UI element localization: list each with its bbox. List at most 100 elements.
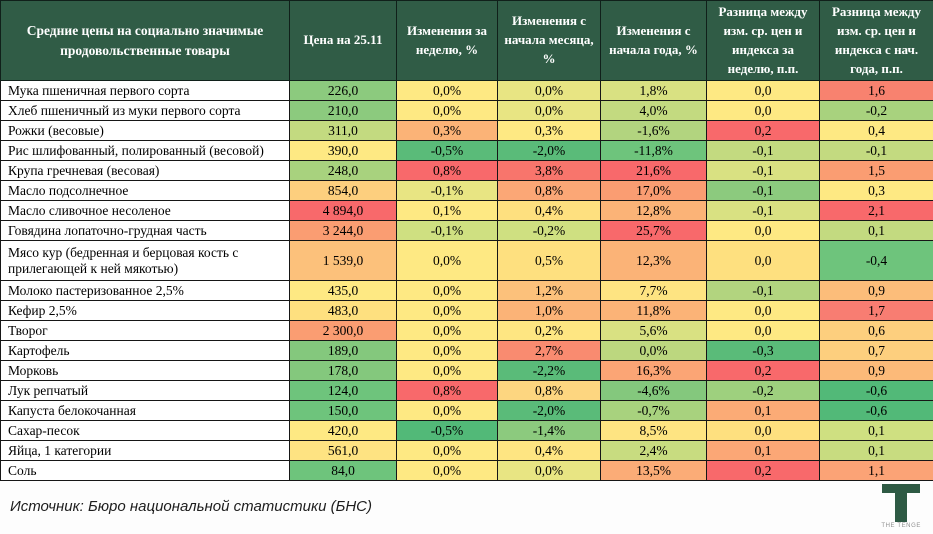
col-header-price: Цена на 25.11 [290,1,397,81]
table-header: Средние цены на социально значимые продо… [1,1,933,81]
value-cell-month-change: 0,2% [498,321,601,341]
value-cell-year-change: 2,4% [601,441,707,461]
value-cell-month-change: 0,0% [498,461,601,481]
value-cell-month-change: 3,8% [498,161,601,181]
product-name: Лук репчатый [1,381,290,401]
value-cell-diff-week: 0,1 [707,441,820,461]
value-cell-diff-year: 2,1 [820,201,933,221]
value-cell-month-change: 0,8% [498,381,601,401]
value-cell-price: 248,0 [290,161,397,181]
value-cell-month-change: 0,3% [498,121,601,141]
value-cell-month-change: 0,5% [498,241,601,281]
value-cell-week-change: 0,0% [397,361,498,381]
value-cell-year-change: 0,0% [601,341,707,361]
the-tenge-logo: THE TENGE [881,484,921,529]
value-cell-week-change: -0,1% [397,181,498,201]
product-name: Капуста белокочанная [1,401,290,421]
value-cell-week-change: 0,0% [397,81,498,101]
header-row: Средние цены на социально значимые продо… [1,1,933,81]
product-name: Творог [1,321,290,341]
value-cell-month-change: 0,4% [498,201,601,221]
value-cell-year-change: 5,6% [601,321,707,341]
product-name: Сахар-песок [1,421,290,441]
product-name: Масло сливочное несоленое [1,201,290,221]
value-cell-diff-week: 0,2 [707,461,820,481]
value-cell-year-change: 16,3% [601,361,707,381]
value-cell-price: 420,0 [290,421,397,441]
value-cell-year-change: -11,8% [601,141,707,161]
table-row: Мясо кур (бедренная и берцовая кость с п… [1,241,933,281]
value-cell-week-change: 0,1% [397,201,498,221]
value-cell-price: 1 539,0 [290,241,397,281]
value-cell-diff-year: 1,5 [820,161,933,181]
value-cell-week-change: 0,0% [397,301,498,321]
product-name: Соль [1,461,290,481]
value-cell-year-change: 7,7% [601,281,707,301]
value-cell-week-change: -0,5% [397,421,498,441]
col-header-diff-week: Разница между изм. ср. цен и индекса за … [707,1,820,81]
product-name: Крупа гречневая (весовая) [1,161,290,181]
value-cell-price: 854,0 [290,181,397,201]
value-cell-diff-week: 0,0 [707,321,820,341]
value-cell-diff-week: -0,3 [707,341,820,361]
value-cell-week-change: -0,5% [397,141,498,161]
value-cell-month-change: 1,2% [498,281,601,301]
value-cell-diff-year: 1,7 [820,301,933,321]
value-cell-diff-week: -0,1 [707,141,820,161]
value-cell-diff-week: 0,0 [707,301,820,321]
value-cell-year-change: 13,5% [601,461,707,481]
value-cell-diff-year: -0,4 [820,241,933,281]
product-name: Морковь [1,361,290,381]
value-cell-diff-week: 0,0 [707,101,820,121]
value-cell-week-change: 0,0% [397,441,498,461]
value-cell-diff-week: 0,2 [707,361,820,381]
col-header-diff-year: Разница между изм. ср. цен и индекса с н… [820,1,933,81]
value-cell-diff-year: 0,6 [820,321,933,341]
value-cell-diff-week: -0,1 [707,281,820,301]
value-cell-month-change: 2,7% [498,341,601,361]
product-name: Мясо кур (бедренная и берцовая кость с п… [1,241,290,281]
value-cell-price: 189,0 [290,341,397,361]
product-name: Картофель [1,341,290,361]
value-cell-diff-week: -0,1 [707,201,820,221]
value-cell-month-change: -2,0% [498,401,601,421]
value-cell-year-change: 25,7% [601,221,707,241]
value-cell-diff-week: -0,1 [707,161,820,181]
value-cell-price: 561,0 [290,441,397,461]
value-cell-diff-year: 0,9 [820,281,933,301]
value-cell-month-change: -2,2% [498,361,601,381]
value-cell-diff-year: -0,2 [820,101,933,121]
value-cell-month-change: 0,8% [498,181,601,201]
value-cell-price: 311,0 [290,121,397,141]
source-note: Источник: Бюро национальной статистики (… [10,498,372,515]
value-cell-diff-week: 0,0 [707,221,820,241]
value-cell-month-change: 1,0% [498,301,601,321]
tenge-t-icon [882,484,920,522]
value-cell-diff-week: 0,2 [707,121,820,141]
table-title: Средние цены на социально значимые продо… [1,1,290,81]
value-cell-month-change: 0,0% [498,81,601,101]
value-cell-diff-year: -0,1 [820,141,933,161]
value-cell-year-change: -4,6% [601,381,707,401]
value-cell-price: 3 244,0 [290,221,397,241]
value-cell-year-change: 1,8% [601,81,707,101]
value-cell-price: 390,0 [290,141,397,161]
value-cell-month-change: -1,4% [498,421,601,441]
value-cell-diff-week: 0,0 [707,81,820,101]
value-cell-diff-year: 1,1 [820,461,933,481]
value-cell-week-change: 0,0% [397,461,498,481]
value-cell-month-change: -0,2% [498,221,601,241]
col-header-week-change: Изменения за неделю, % [397,1,498,81]
value-cell-week-change: -0,1% [397,221,498,241]
value-cell-price: 435,0 [290,281,397,301]
